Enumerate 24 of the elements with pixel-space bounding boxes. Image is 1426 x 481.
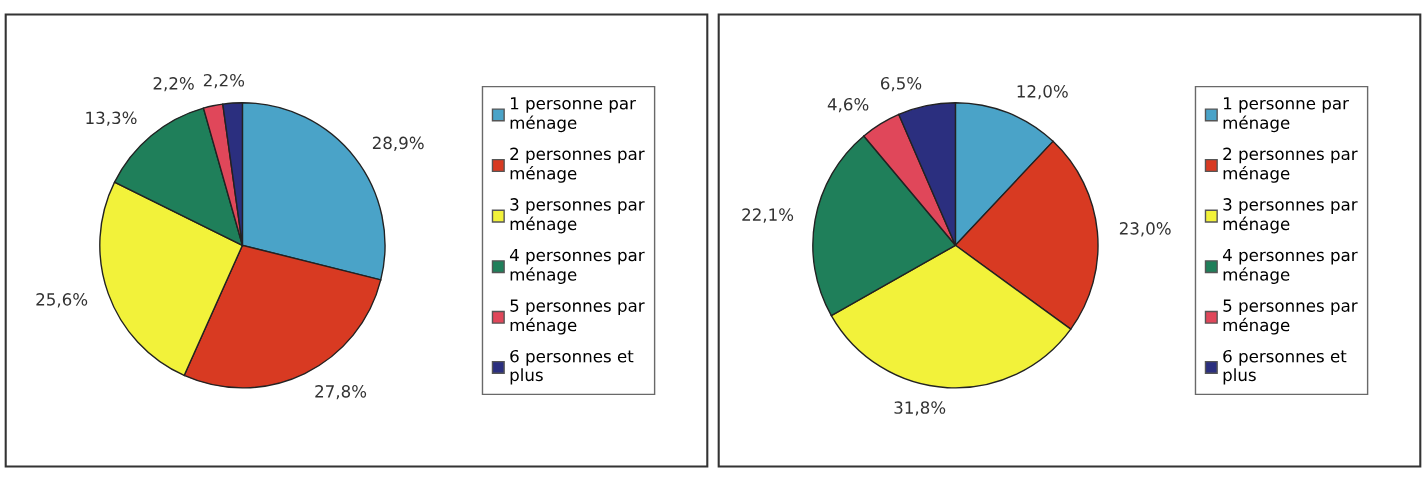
legend-label: 2 personnes par ménage (1223, 147, 1358, 183)
data-label: 4,6% (827, 97, 869, 113)
data-label: 22,1% (742, 208, 794, 223)
legend-label: 6 personnes et plus (510, 349, 634, 385)
data-label: 13,3% (86, 111, 137, 126)
legend-label: 3 personnes par ménage (1223, 198, 1358, 234)
data-label: 23,0% (1119, 222, 1171, 237)
data-label: 28,9% (372, 136, 424, 151)
data-label: 6,5% (880, 76, 922, 92)
data-label: 25,6% (36, 293, 88, 308)
legend-label: 5 personnes par ménage (1223, 299, 1358, 335)
data-label: 27,8% (315, 385, 367, 400)
data-label: 12,0% (1017, 85, 1068, 100)
legend-label: 1 personne par ménage (1223, 97, 1349, 133)
legend-label: 4 personnes par ménage (509, 248, 645, 284)
data-label: 2,2% (203, 73, 245, 89)
legend-label: 1 personne par ménage (510, 97, 636, 133)
legend-label: 3 personnes par ménage (510, 198, 645, 234)
legend-label: 4 personnes par ménage (1222, 248, 1358, 284)
legend-label: 6 personnes et plus (1223, 349, 1347, 385)
data-label: 2,2% (153, 77, 194, 92)
legend-label: 2 personnes par ménage (510, 147, 645, 183)
legend-label: 5 personnes par ménage (510, 299, 645, 335)
data-label: 31,8% (894, 401, 946, 416)
